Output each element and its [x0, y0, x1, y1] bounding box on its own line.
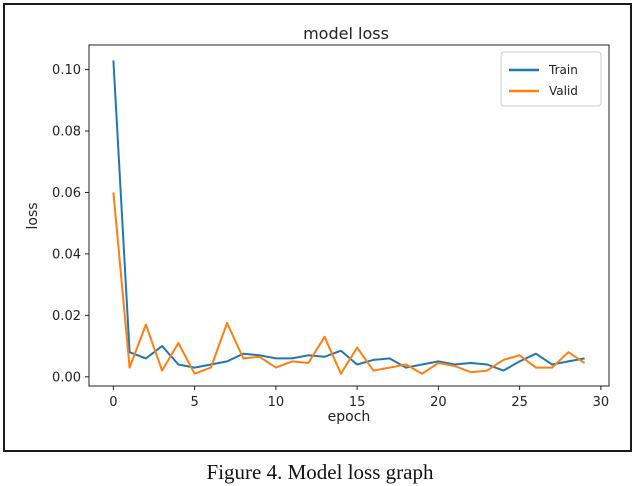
- figure-caption: Figure 4. Model loss graph: [206, 460, 434, 484]
- x-tick-label: 30: [593, 395, 610, 410]
- valid-loss-line: [112, 192, 586, 375]
- y-tick-label: 0.06: [52, 186, 81, 201]
- y-axis-label: loss: [25, 202, 41, 229]
- legend-valid-label: Valid: [549, 84, 578, 98]
- x-axis-ticks: 0 5 10 15 20 25 30: [109, 386, 609, 410]
- x-tick-label: 25: [511, 395, 528, 410]
- y-tick-label: 0.02: [52, 309, 81, 324]
- x-tick-label: 0: [109, 395, 117, 410]
- chart-title: model loss: [303, 24, 389, 43]
- legend-box: [500, 51, 602, 107]
- x-tick-label: 10: [268, 395, 285, 410]
- x-tick-label: 20: [430, 395, 447, 410]
- x-axis-label: epoch: [328, 409, 371, 425]
- series-lines: [112, 60, 586, 375]
- y-axis-ticks: 0.00 0.02 0.04 0.06 0.08 0.10: [52, 63, 89, 385]
- x-tick-label: 5: [190, 395, 198, 410]
- x-tick-label: 15: [349, 395, 366, 410]
- y-tick-label: 0.00: [52, 370, 81, 385]
- legend-train-label: Train: [548, 63, 578, 77]
- y-tick-label: 0.10: [52, 63, 81, 78]
- y-tick-label: 0.04: [52, 247, 81, 262]
- y-tick-label: 0.08: [52, 125, 81, 140]
- loss-chart: model loss 0.00 0.02 0.04 0.06 0.08 0.10 0 5 10…: [25, 24, 610, 425]
- legend: Train Valid: [500, 51, 602, 107]
